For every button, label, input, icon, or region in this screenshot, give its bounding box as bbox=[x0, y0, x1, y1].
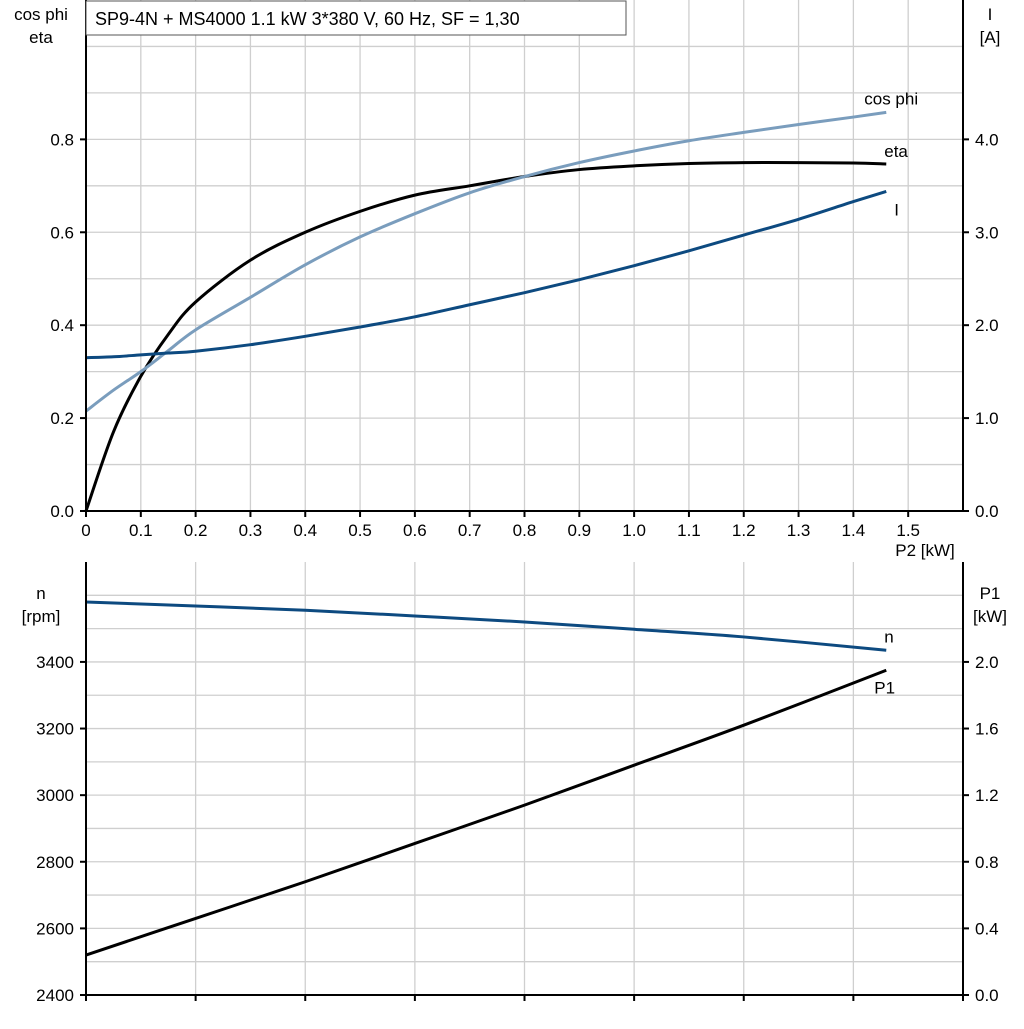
curves bbox=[84, 110, 887, 957]
y-tick-label-left: 3200 bbox=[36, 720, 74, 739]
y-axis-label-left: n bbox=[36, 584, 45, 603]
curve-cos-phi bbox=[85, 110, 887, 413]
curve-eta bbox=[84, 161, 887, 512]
y-tick-label-right: 2.0 bbox=[975, 316, 999, 335]
x-tick-label: 0.1 bbox=[129, 521, 153, 540]
y-axis-label-right: [A] bbox=[980, 28, 1001, 47]
labels: 0.0 0.2 0.4 0.6 0.8 0.0 1.0 2.0 3.0 4.0 0 0.1 0.2 0.3… bbox=[14, 5, 1007, 1005]
x-tick-label: 0.8 bbox=[513, 521, 537, 540]
y-tick-label-right: 3.0 bbox=[975, 223, 999, 242]
y-axis-label-left: [rpm] bbox=[22, 607, 61, 626]
x-tick-label: 0.3 bbox=[239, 521, 263, 540]
series-label-n: n bbox=[884, 627, 893, 646]
y-tick-label-left: 3400 bbox=[36, 653, 74, 672]
x-tick-label: 0.2 bbox=[184, 521, 208, 540]
x-axis-label: P2 [kW] bbox=[895, 541, 955, 560]
y-tick-label-left: 0.8 bbox=[50, 130, 74, 149]
x-tick-label: 1.3 bbox=[787, 521, 811, 540]
series-label-p1: P1 bbox=[874, 678, 895, 697]
y-axis-label-right: [kW] bbox=[973, 607, 1007, 626]
y-tick-label-right: 0.0 bbox=[975, 502, 999, 521]
x-tick-label: 1.4 bbox=[842, 521, 866, 540]
y-tick-label-right: 4.0 bbox=[975, 130, 999, 149]
y-tick-label-left: 0.4 bbox=[50, 316, 74, 335]
y-tick-label-left: 0.6 bbox=[50, 223, 74, 242]
x-tick-label: 1.2 bbox=[732, 521, 756, 540]
x-tick-label: 1.1 bbox=[677, 521, 701, 540]
x-tick-label: 0.4 bbox=[293, 521, 317, 540]
y-tick-label-left: 0.2 bbox=[50, 409, 74, 428]
x-tick-label: 0.9 bbox=[567, 521, 591, 540]
x-tick-label: 0.6 bbox=[403, 521, 427, 540]
chart-title: SP9-4N + MS4000 1.1 kW 3*380 V, 60 Hz, S… bbox=[95, 9, 520, 29]
y-tick-label-left: 3000 bbox=[36, 786, 74, 805]
y-axis-label-left: eta bbox=[29, 28, 53, 47]
series-label-eta: eta bbox=[884, 142, 908, 161]
x-tick-label: 0 bbox=[81, 521, 90, 540]
y-tick-label-right: 1.0 bbox=[975, 409, 999, 428]
curve-p1 bbox=[85, 668, 887, 957]
y-axis-label-left: cos phi bbox=[14, 5, 68, 24]
y-tick-label-left: 0.0 bbox=[50, 502, 74, 521]
y-tick-label-right: 0.4 bbox=[975, 919, 999, 938]
bottom-grid bbox=[86, 562, 963, 995]
y-tick-label-right: 0.8 bbox=[975, 853, 999, 872]
series-label-cos-phi: cos phi bbox=[864, 89, 918, 108]
y-tick-label-left: 2600 bbox=[36, 919, 74, 938]
y-tick-label-right: 1.2 bbox=[975, 786, 999, 805]
axes bbox=[80, 0, 969, 1001]
y-axis-label-right: I bbox=[988, 5, 993, 24]
x-tick-label: 0.7 bbox=[458, 521, 482, 540]
x-tick-label: 1.0 bbox=[622, 521, 646, 540]
x-tick-label: 1.5 bbox=[896, 521, 920, 540]
top-grid bbox=[86, 0, 963, 511]
y-tick-label-left: 2800 bbox=[36, 853, 74, 872]
curve-i bbox=[85, 189, 887, 360]
series-label-i: I bbox=[894, 200, 899, 219]
y-axis-label-right: P1 bbox=[980, 584, 1001, 603]
y-tick-label-right: 0.0 bbox=[975, 986, 999, 1005]
title-box bbox=[85, 0, 627, 36]
y-tick-label-right: 2.0 bbox=[975, 653, 999, 672]
y-tick-label-right: 1.6 bbox=[975, 720, 999, 739]
y-tick-label-left: 2400 bbox=[36, 986, 74, 1005]
x-tick-label: 0.5 bbox=[348, 521, 372, 540]
curve-n bbox=[85, 600, 887, 652]
